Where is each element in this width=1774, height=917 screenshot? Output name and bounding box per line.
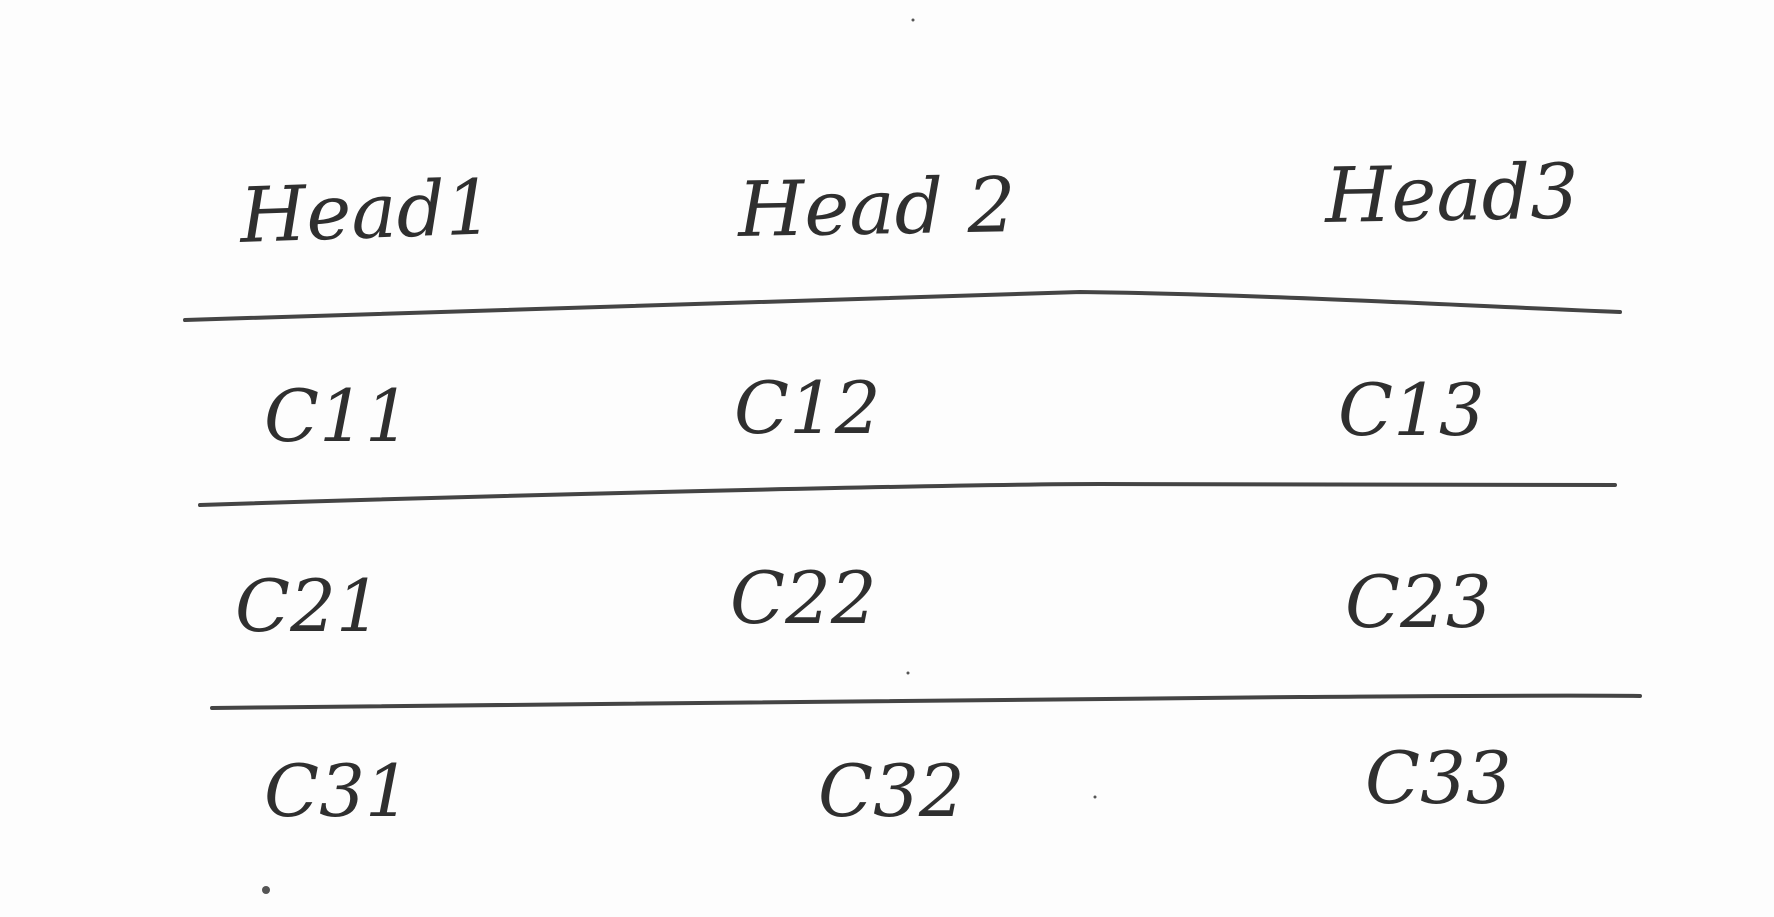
table-cell-r3c2: C32 <box>818 749 965 833</box>
table-cell-r3c3: C33 <box>1365 736 1512 820</box>
ink-speck <box>911 18 915 22</box>
ink-dot <box>262 886 270 894</box>
row-divider-line-1 <box>198 481 1617 507</box>
table-cell-r1c3: C13 <box>1338 368 1485 452</box>
table-cell-r2c1: C21 <box>235 564 382 648</box>
header-divider-line <box>183 289 1622 322</box>
table-cell-r2c2: C22 <box>730 556 877 640</box>
ink-speck <box>906 671 910 675</box>
table-cell-r1c1: C11 <box>264 374 411 458</box>
table-cell-r1c2: C12 <box>734 366 881 450</box>
row-divider-line-2 <box>210 693 1642 710</box>
header-cell-1: Head1 <box>238 162 495 260</box>
table-cell-r2c3: C23 <box>1345 560 1492 644</box>
ink-speck <box>1093 795 1097 799</box>
header-cell-3: Head3 <box>1324 146 1580 240</box>
header-cell-2: Head 2 <box>737 160 1017 254</box>
table-cell-r3c1: C31 <box>264 749 411 833</box>
